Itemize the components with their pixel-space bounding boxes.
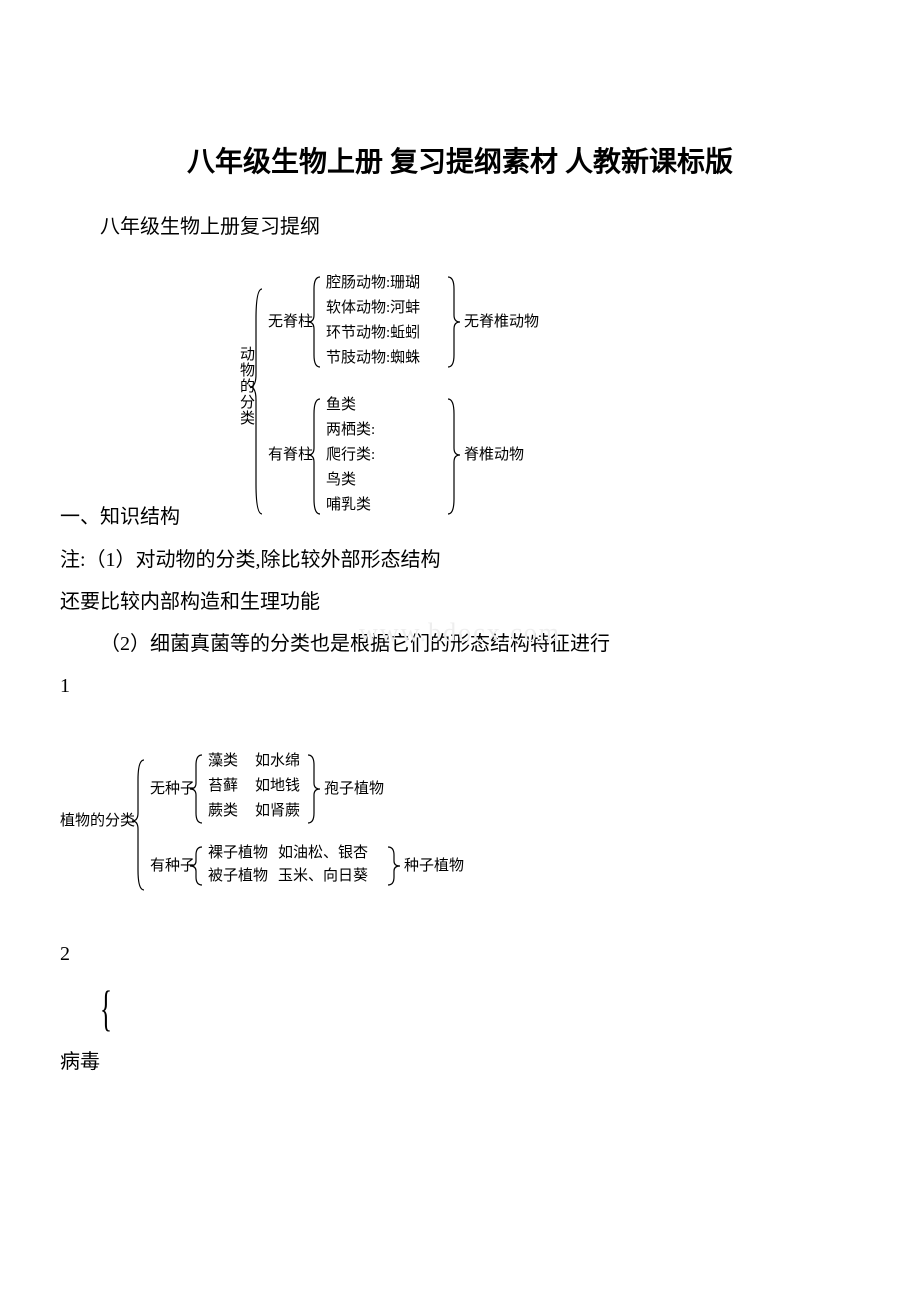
d2-b1-label: 无种子: [150, 780, 195, 797]
number-marker: 2: [60, 935, 860, 973]
d1-root-char: 类: [240, 410, 255, 427]
d1-b2-right: 脊椎动物: [464, 446, 524, 463]
d2-b2-right: 种子植物: [404, 857, 464, 874]
d1-b1-item: 环节动物:蚯蚓: [326, 324, 420, 341]
d2-b2-label: 有种子: [150, 857, 195, 874]
note-line: 注:（1）对动物的分类,除比较外部形态结构: [60, 541, 860, 579]
section-label: 一、知识结构: [60, 500, 180, 529]
number-marker: 1: [60, 667, 860, 705]
d1-b1-item: 软体动物:河蚌: [326, 299, 420, 316]
d1-root-char: 分: [240, 394, 255, 411]
d2-b2-item-a: 裸子植物: [208, 844, 268, 861]
d1-b1-item: 腔肠动物:珊瑚: [326, 274, 420, 291]
big-brace-symbol: {: [100, 983, 480, 1033]
d2-b1-item-b: 如地钱: [255, 777, 300, 794]
d2-b1-item-b: 如肾蕨: [255, 802, 300, 819]
d1-b2-label: 有脊柱: [268, 446, 313, 463]
d1-root-char: 动: [240, 346, 255, 363]
animal-classification-diagram: 动 物 的 分 类 无脊柱 腔肠动物:珊瑚 软体动物:河蚌 环节动物:蚯蚓 节肢…: [180, 259, 700, 529]
d2-b1-right: 孢子植物: [324, 780, 384, 797]
d2-b1-item-a: 藻类: [208, 752, 238, 769]
subtitle: 八年级生物上册复习提纲: [60, 210, 860, 239]
d1-b1-label: 无脊柱: [268, 313, 313, 330]
d1-b2-item: 爬行类:: [326, 446, 375, 463]
d1-b1-item: 节肢动物:蜘蛛: [326, 349, 420, 366]
d2-b1-item-a: 苔藓: [208, 777, 238, 794]
d1-root-char: 物: [240, 362, 255, 379]
plant-classification-diagram: 植物的分类 无种子 藻类 如水绵 苔藓 如地钱 蕨类 如肾蕨 孢子植物 有种子 …: [60, 735, 580, 905]
d2-root: 植物的分类: [60, 812, 135, 829]
d2-b2-item-b: 玉米、向日葵: [278, 867, 368, 884]
last-word: 病毒: [60, 1043, 860, 1081]
d1-b2-item: 哺乳类: [326, 496, 371, 513]
note-line: 还要比较内部构造和生理功能: [60, 583, 860, 621]
d2-b1-item-a: 蕨类: [208, 802, 238, 819]
d2-b2-item-b: 如油松、银杏: [278, 844, 368, 861]
d2-b1-item-b: 如水绵: [255, 752, 300, 769]
d1-b2-item: 鸟类: [326, 471, 356, 488]
note-line: （2）细菌真菌等的分类也是根据它们的形态结构特征进行: [60, 625, 860, 663]
d1-b2-item: 鱼类: [326, 395, 356, 413]
d1-b2-item: 两栖类:: [326, 421, 375, 438]
d1-b1-right: 无脊椎动物: [464, 313, 539, 330]
page-title: 八年级生物上册 复习提纲素材 人教新课标版: [60, 140, 860, 180]
d2-b2-item-a: 被子植物: [208, 867, 268, 884]
